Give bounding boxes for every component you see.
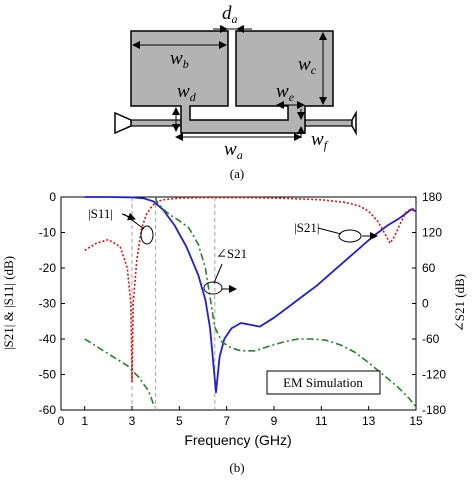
left-y-axis-label: |S21| & |S11| (dB) [1,256,16,350]
x-tick-label: 7 [223,414,230,428]
right-feed-line [304,119,353,127]
right-y-tick-label: 60 [422,261,436,275]
s11-annotation-label: |S11| [88,206,113,221]
label-wd: wd [177,81,197,104]
resonator-patch [130,30,334,134]
x-tick-label: 0 [58,414,65,428]
right-y-tick-label: -60 [422,332,440,346]
label-da: da [222,3,238,26]
left-port-taper [114,111,132,135]
s11-annotation-leader [123,213,145,230]
x-tick-label: 3 [129,414,136,428]
left-y-tick-labels: 0 -10 -20 -30 -40 -50 -60 [39,190,57,417]
phase-annotation-label: ∠S21 [216,246,247,261]
left-y-tick-label: -50 [39,368,57,382]
x-tick-label: 5 [176,414,183,428]
right-y-tick-label: 0 [422,297,429,311]
series-s11-line [84,196,417,383]
caption-b: (b) [229,460,244,475]
caption-a: (a) [230,166,244,181]
s21-annotation-label: |S21| [294,220,319,235]
x-tick-label: 11 [315,414,328,428]
s21-annotation-ellipse [338,229,362,243]
x-tick-label: 13 [362,414,376,428]
series-phase-line [84,196,417,408]
x-axis-label: Frequency (GHz) [184,432,291,448]
right-y-tick-label: 180 [422,190,442,204]
em-simulation-label: EM Simulation [283,375,363,390]
label-wc: wc [298,54,317,77]
right-y-tick-label: -120 [422,368,446,382]
left-y-tick-label: -40 [39,332,57,346]
phase-annotation-leader [213,263,223,284]
tick-marks [60,196,417,411]
left-y-tick-label: -20 [39,261,57,275]
em-simulation-box [266,370,381,395]
left-y-tick-label: -60 [39,403,57,417]
x-tick-label: 15 [409,414,423,428]
resonator-diagram: da wb wc wd we wa wf (a) [114,3,357,181]
s21-annotation-leader [317,227,342,235]
s11-annotation-ellipse [140,225,154,245]
label-wa: wa [224,139,243,162]
x-tick-labels: 0 1 3 5 7 9 11 13 15 [58,414,423,428]
right-y-tick-label: 120 [422,226,442,240]
right-y-tick-label: -180 [422,403,446,417]
label-we: we [276,81,295,104]
label-wb: wb [170,48,189,71]
label-wf: wf [311,129,329,152]
right-y-tick-labels: 180 120 60 0 -60 -120 -180 [422,190,446,417]
left-y-tick-label: -30 [39,297,57,311]
left-y-tick-label: -10 [39,226,57,240]
left-feed-line [130,119,182,127]
chart: 0 1 3 5 7 9 11 13 15 0-10-20-30-40-50-60 1801206… [1,190,467,475]
x-tick-label: 9 [271,414,278,428]
left-y-tick-label: 0 [49,190,56,204]
phase-annotation-ellipse [203,281,223,295]
s11-annotation-arrow [121,212,136,221]
x-tick-label: 1 [81,414,88,428]
right-y-axis-label: ∠S21 (dB) [452,274,467,332]
right-port-taper [351,110,357,136]
